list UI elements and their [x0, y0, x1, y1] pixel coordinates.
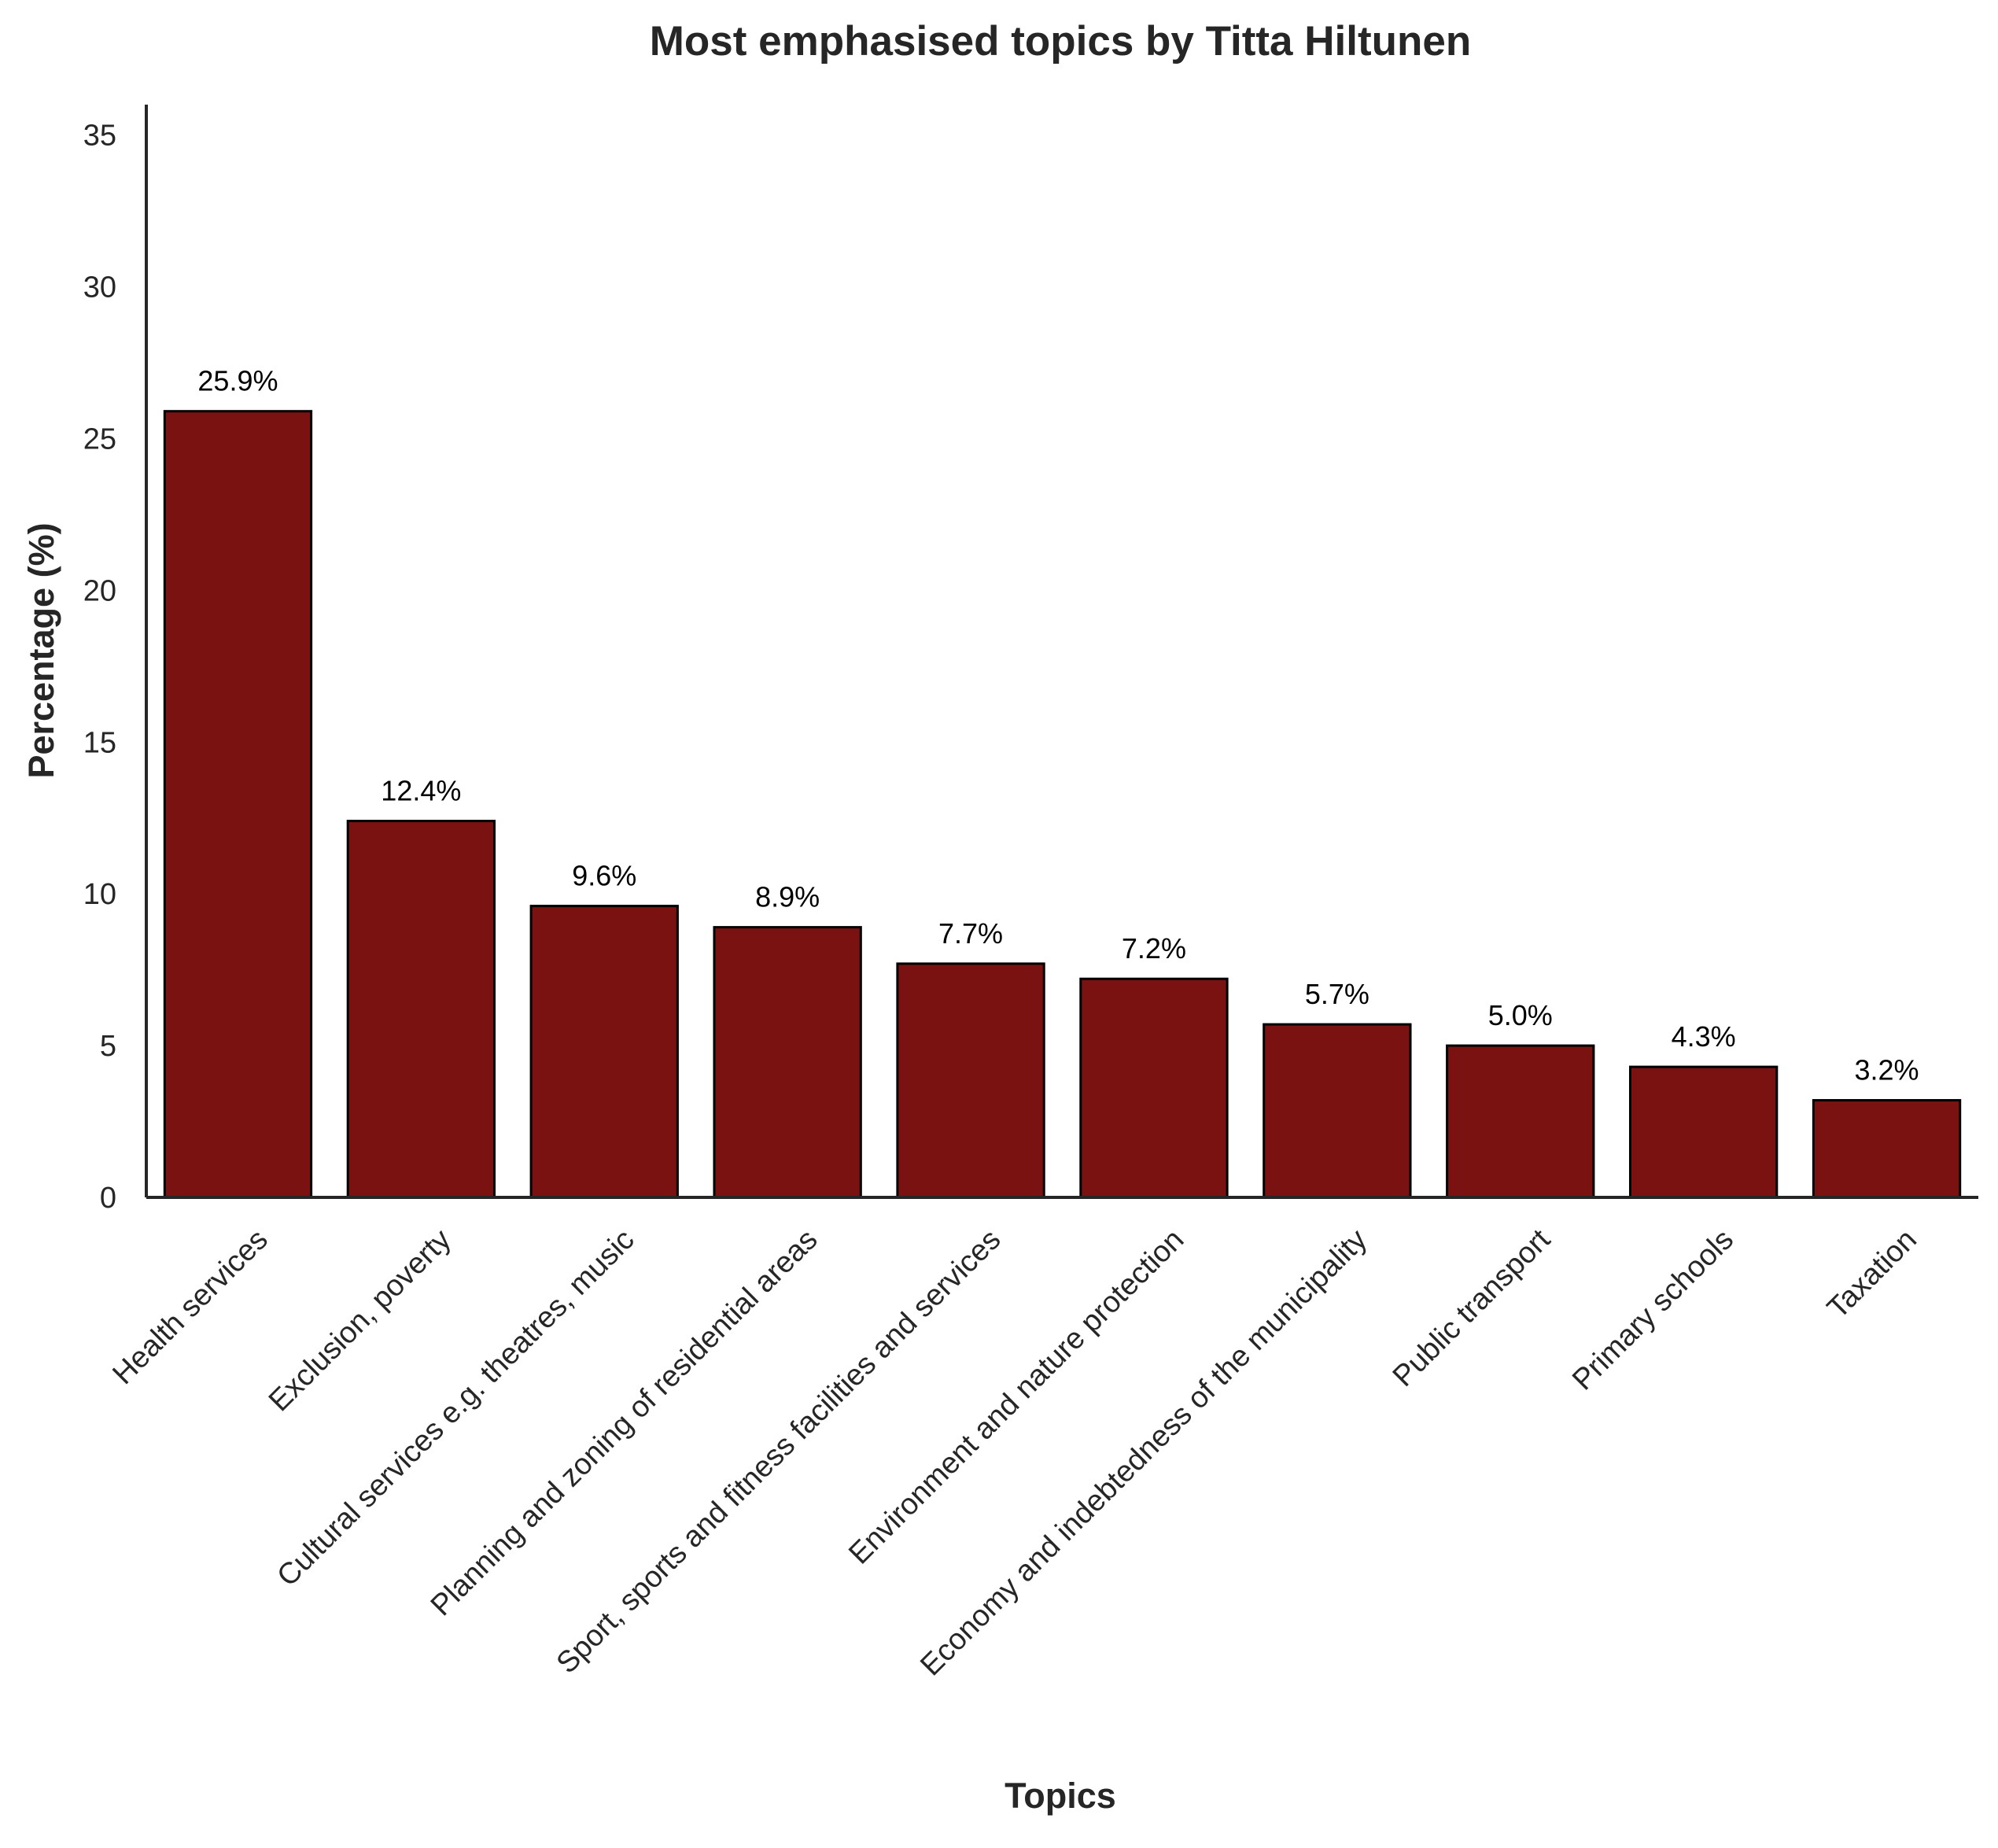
- x-tick-label: Cultural services e.g. theatres, music: [271, 1223, 640, 1593]
- bar: [713, 926, 862, 1199]
- data-label: 25.9%: [197, 365, 278, 397]
- bar: [1263, 1023, 1412, 1199]
- bar: [1446, 1044, 1595, 1199]
- y-axis-title: Percentage (%): [21, 522, 61, 778]
- x-tick-label: Public transport: [1387, 1223, 1557, 1393]
- y-axis-ticks: 0 5 10 15 20 25 30 35: [83, 120, 116, 1215]
- y-tick-label: 35: [83, 120, 116, 153]
- data-label: 8.9%: [755, 881, 820, 913]
- bar: [346, 820, 496, 1199]
- data-label: 5.0%: [1488, 999, 1553, 1031]
- x-tick-label: Health services: [106, 1223, 274, 1391]
- bar: [1628, 1065, 1779, 1199]
- x-tick-label: Planning and zoning of residential areas: [425, 1223, 824, 1623]
- x-tick-label: Environment and nature protection: [842, 1223, 1190, 1571]
- bar: [896, 962, 1045, 1199]
- data-labels-group: 25.9% 12.4% 9.6% 8.9% 7.7% 7.2% 5.7% 5.0% 4.3% 3.…: [197, 365, 1919, 1086]
- data-label: 3.2%: [1855, 1054, 1919, 1086]
- y-tick-label: 0: [100, 1182, 116, 1215]
- y-tick-label: 20: [83, 574, 116, 607]
- bar: [163, 410, 313, 1199]
- y-tick-label: 5: [100, 1030, 116, 1063]
- data-label: 4.3%: [1672, 1020, 1736, 1053]
- chart-title: Most emphasised topics by Titta Hiltunen: [650, 18, 1471, 65]
- x-tick-label: Taxation: [1821, 1223, 1923, 1326]
- bar: [529, 905, 679, 1199]
- y-tick-label: 15: [83, 726, 116, 759]
- data-label: 7.7%: [938, 917, 1003, 950]
- y-tick-label: 30: [83, 271, 116, 304]
- data-label: 7.2%: [1122, 932, 1186, 965]
- data-label: 12.4%: [381, 775, 461, 807]
- bar: [1079, 977, 1229, 1199]
- data-label: 5.7%: [1305, 978, 1369, 1010]
- bar: [1812, 1099, 1962, 1199]
- x-tick-label: Primary schools: [1566, 1223, 1740, 1397]
- y-tick-label: 10: [83, 878, 116, 911]
- x-axis-title: Topics: [1005, 1776, 1116, 1816]
- bars-group: [163, 410, 1962, 1199]
- data-label: 9.6%: [572, 860, 636, 892]
- y-tick-label: 25: [83, 422, 116, 456]
- x-tick-label: Exclusion, poverty: [263, 1223, 458, 1418]
